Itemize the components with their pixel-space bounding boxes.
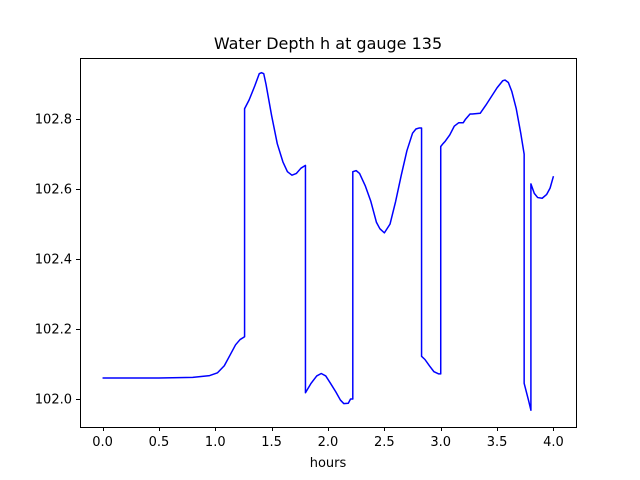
x-axis-label: hours [310,456,347,471]
chart-title: Water Depth h at gauge 135 [214,34,442,53]
x-tick-label: 0.5 [149,435,170,450]
x-tick-label: 1.0 [205,435,226,450]
series-layer [102,71,555,411]
x-axis: 0.0 0.5 1.0 1.5 2.0 2.5 3.0 3.5 4.0 [92,427,564,450]
x-tick-label: 1.5 [261,435,282,450]
y-tick-label: 102.6 [35,183,72,198]
y-tick-label: 102.0 [35,393,72,408]
x-tick-label: 3.0 [430,435,451,450]
x-tick-label: 0.0 [92,435,113,450]
series-line-0 [102,71,555,411]
x-tick-label: 3.5 [487,435,508,450]
x-tick-label: 2.5 [374,435,395,450]
y-tick-label: 102.8 [35,113,72,128]
y-tick-label: 102.2 [35,323,72,338]
x-tick-label: 4.0 [543,435,564,450]
y-axis: 102.0 102.2 102.4 102.6 102.8 [35,113,80,408]
plot-area [80,58,576,427]
x-tick-label: 2.0 [318,435,339,450]
y-tick-label: 102.4 [35,253,72,268]
